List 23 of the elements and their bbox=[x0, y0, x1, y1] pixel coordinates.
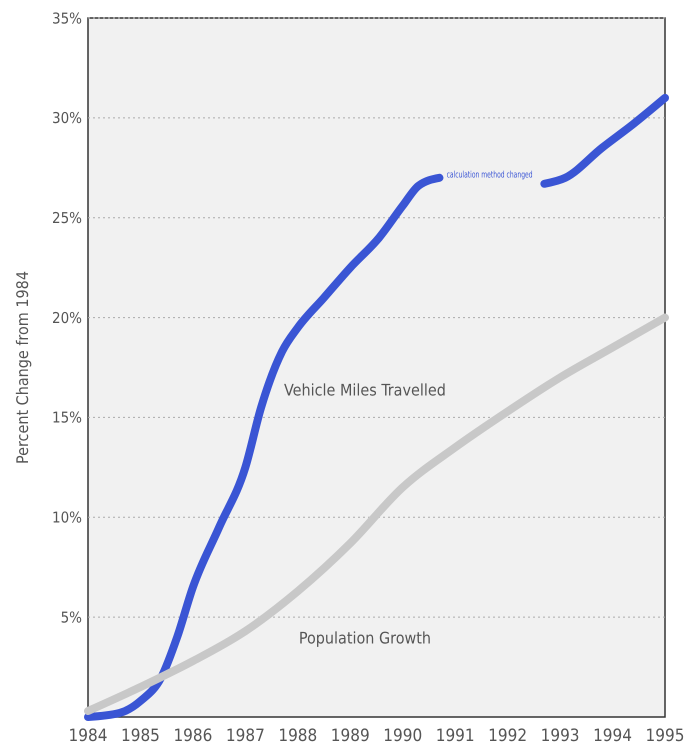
y-tick-label: 25% bbox=[52, 208, 82, 227]
y-axis-title: Percent Change from 1984 bbox=[13, 271, 32, 464]
y-tick-label: 10% bbox=[52, 508, 82, 527]
x-tick-label: 1993 bbox=[540, 726, 580, 746]
x-tick-label: 1986 bbox=[173, 726, 212, 746]
series-label: Population Growth bbox=[298, 628, 432, 648]
x-tick-label: 1992 bbox=[488, 726, 528, 746]
x-tick-label: 1991 bbox=[436, 726, 475, 746]
annotation: calculation method changed bbox=[446, 170, 562, 180]
y-tick-label: 30% bbox=[52, 109, 82, 128]
series-label: Vehicle Miles Travelled bbox=[284, 380, 446, 400]
x-tick-label: 1987 bbox=[226, 726, 265, 746]
x-tick-label: 1995 bbox=[646, 726, 684, 746]
y-tick-label: 15% bbox=[52, 408, 82, 427]
y-tick-label: 5% bbox=[60, 608, 82, 626]
x-tick-label: 1990 bbox=[383, 726, 422, 746]
x-tick-label: 1994 bbox=[593, 726, 632, 746]
x-tick-label: 1988 bbox=[278, 726, 318, 746]
x-tick-label: 1989 bbox=[330, 726, 370, 746]
x-tick-label: 1984 bbox=[68, 726, 108, 746]
y-tick-label: 20% bbox=[52, 308, 82, 327]
y-tick-label: 35% bbox=[52, 9, 82, 28]
x-tick-label: 1985 bbox=[120, 726, 160, 746]
